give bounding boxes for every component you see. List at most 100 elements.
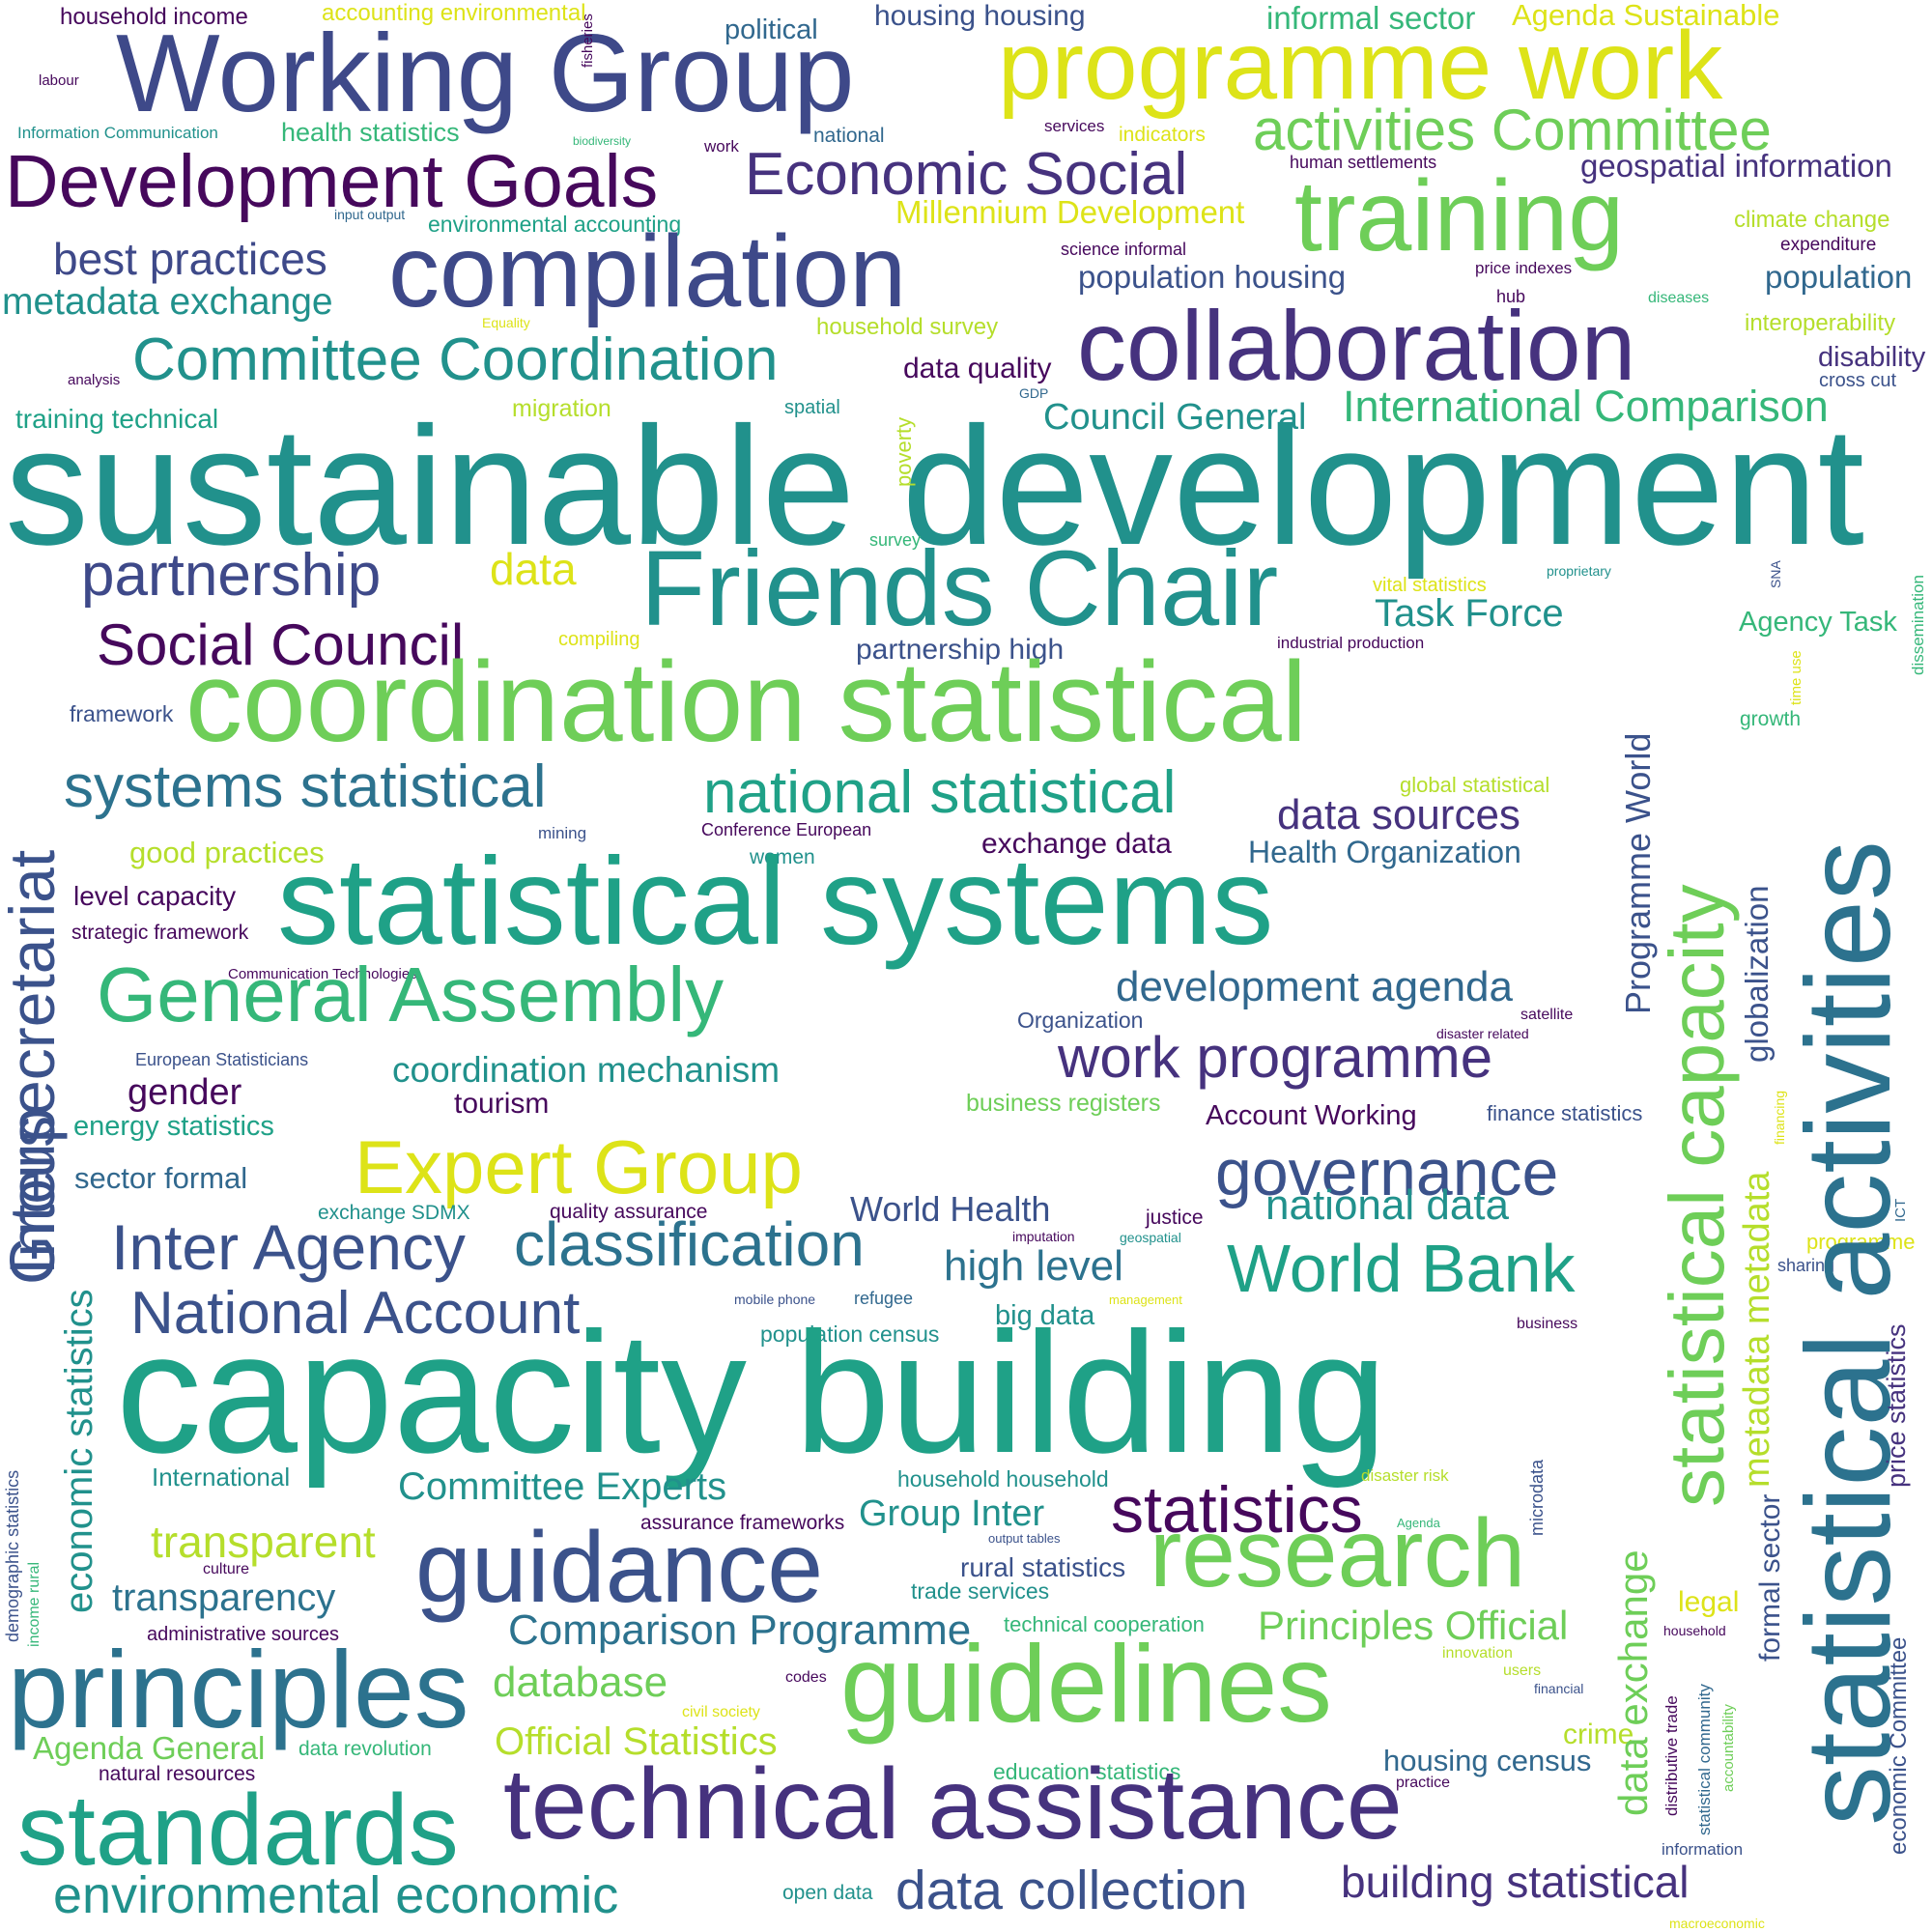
- word: Group Inter: [859, 1493, 1045, 1534]
- word: systems statistical: [64, 753, 547, 820]
- word: tourism: [454, 1088, 550, 1120]
- word: Committee Experts: [398, 1465, 727, 1508]
- word: statistical capacity: [1654, 884, 1740, 1507]
- word: open data: [782, 1882, 873, 1904]
- word: analysis: [68, 372, 121, 388]
- word: national statistical: [703, 759, 1177, 826]
- word: demographic statistics: [3, 1469, 22, 1642]
- word: technical cooperation: [1004, 1612, 1205, 1636]
- word: National Account: [130, 1280, 581, 1347]
- word: household income: [60, 4, 248, 30]
- word: coordination statistical: [185, 639, 1307, 766]
- word: mobile phone: [734, 1292, 816, 1307]
- word: geospatial information: [1580, 148, 1892, 184]
- word: price indexes: [1475, 259, 1573, 277]
- word: high level: [944, 1242, 1123, 1290]
- word: diseases: [1648, 290, 1710, 306]
- word: data collection: [895, 1860, 1248, 1921]
- word: expenditure: [1780, 235, 1877, 255]
- word: disaster related: [1436, 1026, 1529, 1041]
- word: International Comparison: [1343, 382, 1829, 431]
- word: Agenda General: [33, 1730, 266, 1766]
- word: practice: [1396, 1775, 1451, 1791]
- word: vital statistics: [1373, 575, 1487, 596]
- word: innovation: [1442, 1645, 1513, 1662]
- word: guidance: [415, 1512, 824, 1624]
- word: accounting environmental: [322, 0, 586, 26]
- word: building statistical: [1341, 1857, 1690, 1907]
- word: trade services: [911, 1578, 1050, 1604]
- word: big data: [995, 1300, 1095, 1331]
- word: population census: [760, 1321, 940, 1347]
- word: spatial: [784, 397, 840, 418]
- word: Friends Chair: [640, 529, 1279, 648]
- word: statistical systems: [277, 833, 1274, 971]
- word: interoperability: [1745, 310, 1896, 336]
- word: housing housing: [874, 0, 1086, 32]
- word: framework: [70, 701, 174, 726]
- word: transparency: [112, 1577, 336, 1619]
- word: global statistical: [1400, 773, 1550, 797]
- word: macroeconomic: [1669, 1916, 1765, 1931]
- word: Conference European: [701, 820, 872, 839]
- word: output tables: [988, 1531, 1061, 1546]
- word: exchange data: [981, 828, 1172, 860]
- word: rural statistics: [960, 1552, 1126, 1582]
- word: globalization: [1739, 885, 1775, 1063]
- word: data sources: [1277, 791, 1520, 838]
- word: geospatial: [1120, 1230, 1181, 1245]
- word: programme: [1806, 1230, 1916, 1254]
- word: housing census: [1383, 1744, 1592, 1777]
- word: natural resources: [99, 1763, 256, 1785]
- word: Development Goals: [5, 140, 659, 223]
- word: good practices: [129, 836, 325, 869]
- word: sector formal: [74, 1161, 248, 1195]
- word: Principles Official: [1258, 1603, 1569, 1648]
- word: financing: [1772, 1090, 1787, 1145]
- word: growth: [1740, 708, 1802, 730]
- word: population housing: [1078, 259, 1347, 295]
- word: political: [724, 14, 818, 45]
- word: education statistics: [993, 1759, 1181, 1784]
- word: management: [1109, 1293, 1182, 1307]
- word: justice: [1146, 1207, 1204, 1229]
- word: human settlements: [1290, 153, 1437, 172]
- word: standards: [17, 1775, 459, 1887]
- word: exchange SDMX: [318, 1202, 470, 1224]
- word: price statistics: [1882, 1323, 1911, 1488]
- word: guidelines: [840, 1623, 1332, 1745]
- word: codes: [785, 1669, 827, 1686]
- word: Group: [0, 1107, 68, 1285]
- word: informal sector: [1266, 0, 1476, 36]
- word: General Assembly: [97, 952, 724, 1037]
- word: income rural: [26, 1561, 43, 1647]
- word: environmental accounting: [428, 212, 682, 237]
- word: sustainable development: [5, 391, 1864, 580]
- word: crime: [1563, 1719, 1634, 1750]
- word: environmental economic: [53, 1866, 619, 1924]
- word: Task Force: [1375, 592, 1564, 635]
- word: governance: [1215, 1136, 1559, 1209]
- word: household: [1663, 1623, 1726, 1638]
- word: financial: [1534, 1681, 1584, 1696]
- word: national: [813, 125, 885, 147]
- word: gender: [128, 1072, 242, 1113]
- word: transparent: [151, 1517, 376, 1567]
- word: business registers: [966, 1090, 1161, 1117]
- word: classification: [514, 1209, 865, 1279]
- word: data exchange: [1610, 1549, 1656, 1816]
- word: women: [750, 846, 815, 868]
- word: time use: [1788, 650, 1804, 705]
- word: sharing: [1777, 1256, 1835, 1275]
- word: data revolution: [298, 1738, 432, 1760]
- word: SNA: [1768, 560, 1783, 588]
- word: poverty: [892, 416, 916, 487]
- word: mining: [538, 824, 587, 842]
- word: administrative sources: [147, 1624, 339, 1645]
- word: World Bank: [1227, 1231, 1576, 1306]
- word: best practices: [53, 234, 327, 284]
- word: household survey: [816, 314, 999, 340]
- word: Working Group: [116, 13, 855, 135]
- word: programme work: [998, 12, 1723, 120]
